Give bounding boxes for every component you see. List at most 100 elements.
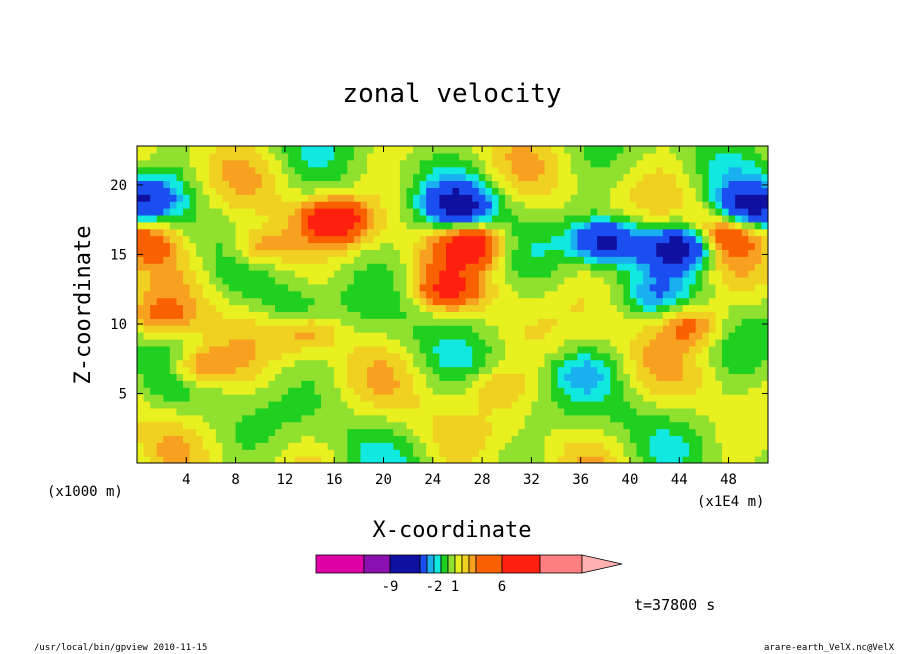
field-cell (485, 421, 493, 430)
field-cell (695, 400, 703, 409)
field-cell (163, 263, 171, 271)
field-cell (564, 180, 572, 188)
field-cell (695, 304, 703, 312)
field-cell (708, 394, 717, 402)
field-cell (564, 332, 572, 340)
field-cell (761, 256, 768, 264)
field-cell (551, 332, 559, 340)
field-cell (643, 187, 651, 195)
field-cell (662, 435, 670, 443)
field-cell (491, 442, 500, 450)
field-cell (735, 359, 743, 368)
field-cell (741, 263, 749, 271)
field-cell (557, 373, 565, 381)
field-cell (327, 152, 335, 161)
field-cell (603, 242, 611, 250)
field-cell (754, 201, 763, 209)
field-cell (353, 166, 362, 175)
field-cell (222, 270, 230, 278)
field-cell (367, 435, 375, 443)
field-cell (255, 283, 263, 292)
field-cell (748, 352, 756, 361)
field-cell (735, 276, 743, 285)
field-cell (353, 456, 362, 463)
field-cell (590, 173, 598, 182)
field-cell (386, 380, 394, 388)
field-cell (656, 221, 664, 230)
field-cell (761, 366, 768, 375)
field-cell (498, 428, 506, 437)
field-cell (196, 146, 204, 154)
x-unit-label: (x1E4 m) (697, 494, 764, 510)
field-cell (321, 421, 329, 430)
field-cell (242, 290, 250, 299)
field-cell (472, 394, 480, 402)
field-cell (275, 194, 283, 202)
field-cell (143, 263, 151, 271)
field-cell (426, 400, 434, 409)
field-cell (649, 366, 657, 375)
field-cell (649, 387, 657, 395)
field-cell (222, 400, 230, 409)
field-cell (524, 338, 532, 347)
field-cell (169, 380, 178, 388)
field-cell (360, 146, 368, 154)
field-cell (669, 421, 677, 430)
field-cell (491, 297, 500, 306)
field-cell (735, 270, 743, 278)
field-cell (485, 318, 493, 326)
field-cell (426, 166, 434, 175)
field-cell (156, 256, 164, 264)
field-cell (353, 242, 362, 250)
field-cell (721, 256, 730, 264)
field-cell (301, 187, 309, 195)
field-cell (275, 146, 283, 154)
field-cell (307, 456, 316, 463)
field-cell (656, 173, 664, 182)
field-cell (255, 276, 263, 285)
field-cell (445, 338, 454, 347)
field-cell (537, 421, 546, 430)
field-cell (340, 249, 348, 257)
field-cell (610, 180, 618, 188)
field-cell (189, 400, 197, 409)
field-cell (373, 394, 381, 402)
field-cell (721, 270, 730, 278)
field-cell (623, 208, 631, 216)
field-cell (748, 228, 756, 237)
field-cell (452, 146, 460, 154)
field-cell (380, 387, 388, 395)
field-cell (564, 214, 572, 223)
field-cell (314, 414, 322, 423)
field-cell (524, 263, 532, 271)
colorbar-label: -2 (426, 579, 443, 595)
field-cell (682, 214, 690, 223)
field-cell (649, 421, 657, 430)
field-cell (472, 435, 480, 443)
field-cell (511, 201, 519, 209)
field-cell (689, 366, 697, 375)
field-cell (761, 290, 768, 299)
field-cell (202, 152, 210, 161)
field-cell (183, 359, 191, 368)
field-cell (327, 208, 335, 216)
field-cell (307, 194, 316, 202)
field-cell (419, 380, 427, 388)
field-cell (459, 338, 467, 347)
field-cell (189, 283, 197, 292)
field-cell (498, 311, 506, 319)
field-cell (616, 373, 624, 381)
field-cell (156, 359, 164, 368)
field-cell (347, 407, 355, 416)
field-cell (715, 201, 723, 209)
field-cell (544, 283, 552, 292)
field-cell (393, 249, 401, 257)
field-cell (478, 338, 486, 347)
field-cell (307, 449, 316, 457)
field-cell (209, 442, 217, 450)
field-cell (393, 242, 401, 250)
field-cell (564, 276, 572, 285)
field-cell (275, 338, 283, 347)
field-cell (452, 214, 460, 223)
field-cell (432, 166, 440, 175)
